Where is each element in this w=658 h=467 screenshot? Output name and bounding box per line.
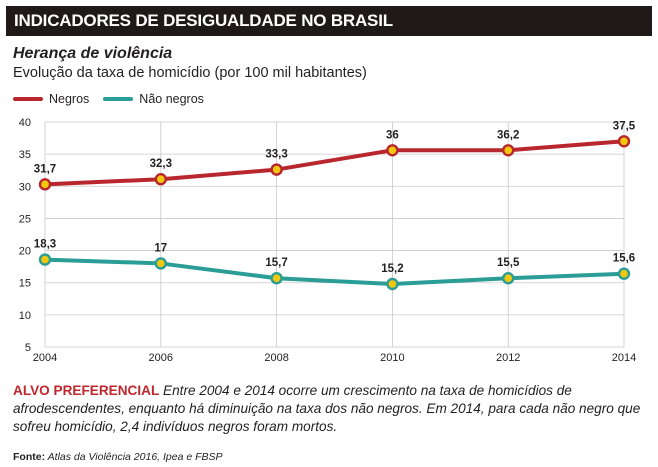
series-line-nao-negros xyxy=(43,257,626,286)
series-line-negros xyxy=(43,139,626,187)
y-tick-label: 15 xyxy=(19,278,31,290)
data-label-nao-negros: 15,7 xyxy=(265,257,287,269)
y-tick-label: 30 xyxy=(19,181,31,193)
data-label-negros: 31,7 xyxy=(34,163,56,175)
data-label-nao-negros: 15,6 xyxy=(613,253,635,265)
y-tick-label: 20 xyxy=(19,246,31,258)
note-text: Entre 2004 e 2014 ocorre um crescimento … xyxy=(13,383,641,434)
data-point-negros xyxy=(154,173,168,186)
data-label-nao-negros: 17 xyxy=(154,242,167,254)
y-tick-label: 25 xyxy=(19,213,31,225)
legend-label-nao-negros: Não negros xyxy=(139,92,204,106)
data-point-nao-negros xyxy=(38,253,52,266)
data-label-nao-negros: 15,2 xyxy=(381,263,403,275)
chart-title: Herança de violência xyxy=(13,45,173,62)
data-point-nao-negros xyxy=(386,277,399,291)
data-label-nao-negros: 18,3 xyxy=(34,239,56,251)
x-tick-label: 2004 xyxy=(33,352,57,364)
source-text: Atlas da Violência 2016, Ipea e FBSP xyxy=(45,451,223,463)
data-label-negros: 33,3 xyxy=(265,149,287,161)
data-label-nao-negros: 15,5 xyxy=(497,257,520,269)
legend-swatch-negros xyxy=(13,97,43,101)
legend-swatch-nao-negros xyxy=(103,97,134,101)
data-point-nao-negros xyxy=(502,272,515,285)
source-label: Fonte: xyxy=(13,451,46,463)
data-label-negros: 37,5 xyxy=(613,120,636,132)
y-tick-label: 5 xyxy=(25,342,31,354)
x-tick-label: 2012 xyxy=(496,352,520,364)
chart-subtitle: Evolução da taxa de homicídio (por 100 m… xyxy=(13,65,367,81)
x-tick-label: 2008 xyxy=(264,352,288,364)
data-label-negros: 36,2 xyxy=(497,129,519,141)
y-tick-label: 35 xyxy=(19,149,31,161)
y-tick-label: 10 xyxy=(19,310,31,322)
x-tick-label: 2010 xyxy=(380,352,404,364)
x-tick-label: 2014 xyxy=(612,352,636,364)
data-point-nao-negros xyxy=(154,257,168,270)
legend-item-negros: Negros xyxy=(13,92,89,106)
data-point-negros xyxy=(502,144,515,157)
chart-legend: Negros Não negros xyxy=(13,92,218,106)
legend-label-negros: Negros xyxy=(49,92,90,106)
data-point-negros xyxy=(270,163,283,176)
x-tick-label: 2006 xyxy=(149,352,173,364)
legend-item-nao-negros: Não negros xyxy=(103,92,204,106)
note-paragraph: ALVO PREFERENCIAL Entre 2004 e 2014 ocor… xyxy=(13,382,649,436)
data-label-negros: 36 xyxy=(386,129,399,141)
note-lead: ALVO PREFERENCIAL xyxy=(13,383,160,398)
data-label-negros: 32,3 xyxy=(150,158,172,170)
data-point-negros xyxy=(38,178,52,191)
source-line: Fonte: Atlas da Violência 2016, Ipea e F… xyxy=(13,451,223,463)
data-point-nao-negros xyxy=(270,272,283,285)
data-point-negros xyxy=(617,135,631,148)
data-point-negros xyxy=(386,144,399,157)
header-title: INDICADORES DE DESIGUALDADE NO BRASIL xyxy=(14,11,393,30)
header-banner: INDICADORES DE DESIGUALDADE NO BRASIL xyxy=(6,6,652,36)
data-point-nao-negros xyxy=(617,267,631,280)
y-tick-label: 40 xyxy=(19,117,31,129)
